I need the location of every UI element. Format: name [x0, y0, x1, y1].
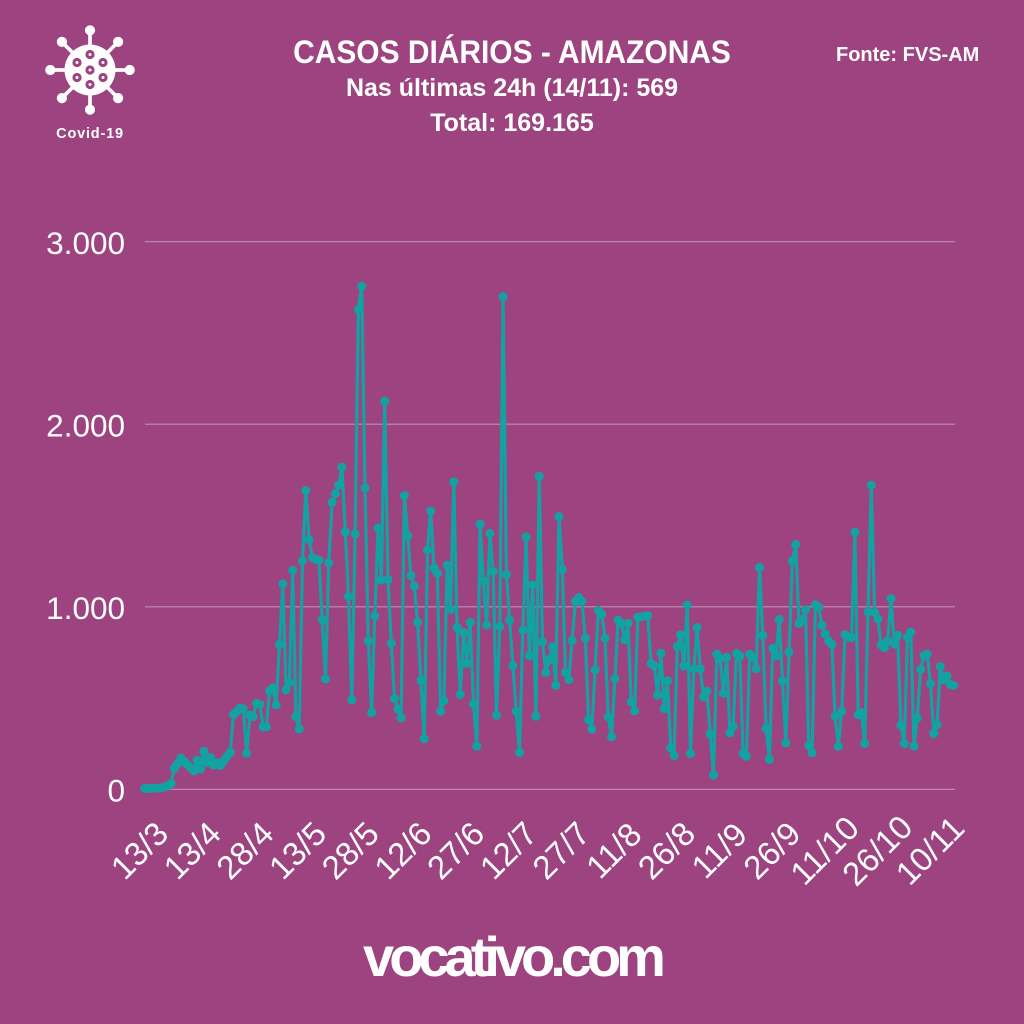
svg-text:26/8: 26/8: [631, 815, 703, 887]
svg-text:13/3: 13/3: [104, 815, 176, 887]
svg-text:0: 0: [107, 773, 125, 809]
svg-text:2.000: 2.000: [46, 408, 125, 444]
svg-text:28/5: 28/5: [314, 815, 386, 887]
svg-text:13/4: 13/4: [156, 815, 228, 887]
svg-text:11/8: 11/8: [579, 815, 649, 885]
svg-text:27/6: 27/6: [420, 815, 492, 887]
svg-text:27/7: 27/7: [525, 815, 597, 887]
svg-text:11/9: 11/9: [684, 815, 754, 885]
svg-text:13/5: 13/5: [262, 815, 334, 887]
svg-text:12/7: 12/7: [472, 815, 544, 887]
svg-text:12/6: 12/6: [367, 815, 439, 887]
svg-text:3.000: 3.000: [46, 225, 125, 261]
svg-text:28/4: 28/4: [209, 815, 281, 887]
svg-text:1.000: 1.000: [46, 590, 125, 626]
